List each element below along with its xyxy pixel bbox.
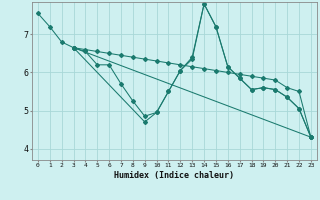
X-axis label: Humidex (Indice chaleur): Humidex (Indice chaleur)	[115, 171, 234, 180]
